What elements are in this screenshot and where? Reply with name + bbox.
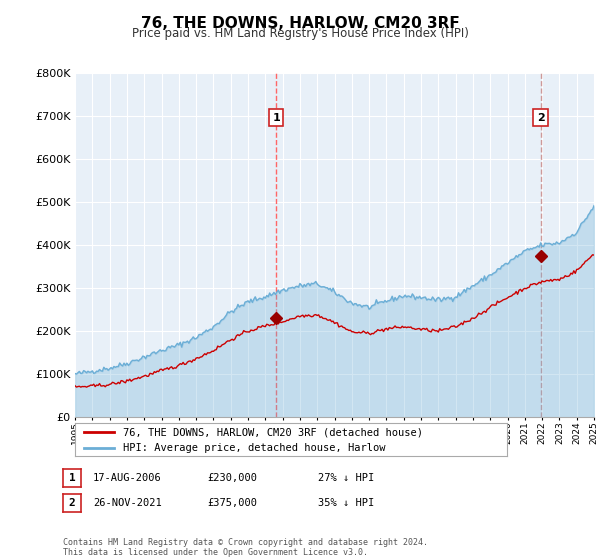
- Text: 1: 1: [68, 473, 76, 483]
- Text: 35% ↓ HPI: 35% ↓ HPI: [318, 498, 374, 508]
- Text: 76, THE DOWNS, HARLOW, CM20 3RF: 76, THE DOWNS, HARLOW, CM20 3RF: [140, 16, 460, 31]
- Text: 26-NOV-2021: 26-NOV-2021: [93, 498, 162, 508]
- Text: 17-AUG-2006: 17-AUG-2006: [93, 473, 162, 483]
- Text: 2: 2: [68, 498, 76, 508]
- Text: Price paid vs. HM Land Registry's House Price Index (HPI): Price paid vs. HM Land Registry's House …: [131, 27, 469, 40]
- Text: £230,000: £230,000: [207, 473, 257, 483]
- Text: Contains HM Land Registry data © Crown copyright and database right 2024.
This d: Contains HM Land Registry data © Crown c…: [63, 538, 428, 557]
- Text: £375,000: £375,000: [207, 498, 257, 508]
- Text: 76, THE DOWNS, HARLOW, CM20 3RF (detached house): 76, THE DOWNS, HARLOW, CM20 3RF (detache…: [122, 427, 422, 437]
- Text: 2: 2: [536, 113, 544, 123]
- Text: HPI: Average price, detached house, Harlow: HPI: Average price, detached house, Harl…: [122, 443, 385, 453]
- Text: 27% ↓ HPI: 27% ↓ HPI: [318, 473, 374, 483]
- Text: 1: 1: [272, 113, 280, 123]
